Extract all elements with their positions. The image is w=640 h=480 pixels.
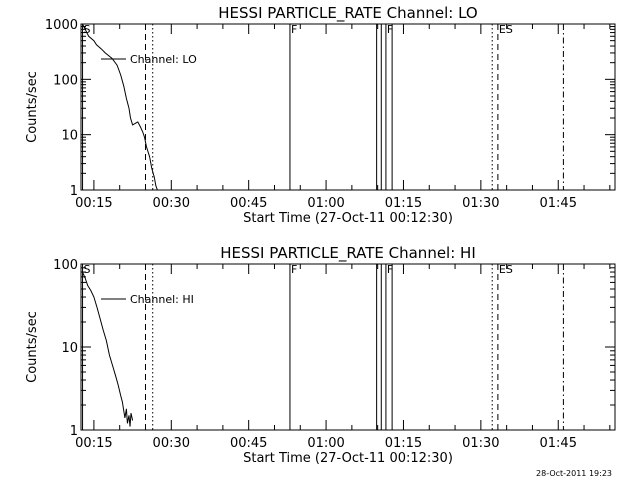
x-tick-label: 01:45 [540,436,577,451]
y-tick-label: 10 [61,129,78,144]
timestamp: 28-Oct-2011 19:23 [536,469,612,478]
event-marker-label: F [387,23,393,36]
y-tick-label: 1 [70,424,78,439]
plot-frame [80,263,616,431]
chart-title: HESSI PARTICLE_RATE Channel: HI [220,244,476,263]
x-tick-label: 00:15 [75,436,112,451]
event-marker-label: F [291,263,297,276]
x-tick-label: 00:30 [153,436,190,451]
data-series-line [82,271,134,427]
y-tick-label: 1000 [45,18,78,33]
x-tick-label: 01:15 [385,436,422,451]
event-marker-label: S [84,23,91,36]
y-tick-label: 100 [53,73,78,88]
chart-title: HESSI PARTICLE_RATE Channel: LO [218,4,477,23]
data-series-line [82,23,158,191]
event-marker-label: F [387,263,393,276]
y-tick-label: 1 [70,184,78,199]
event-marker-label: ES [499,23,513,36]
y-tick-label: 100 [53,258,78,273]
x-tick-label: 01:15 [385,196,422,211]
plot-frame [80,23,616,191]
event-marker-label: F [291,23,297,36]
x-tick-label: 00:45 [230,436,267,451]
event-marker-label: S [84,263,91,276]
x-tick-label: 01:45 [540,196,577,211]
x-tick-label: 01:00 [307,436,344,451]
y-axis-label: Counts/sec [25,311,40,383]
x-axis-label: Start Time (27-Oct-11 00:12:30) [243,451,453,466]
x-tick-label: 00:15 [75,196,112,211]
y-tick-label: 10 [61,341,78,356]
legend-label: Channel: LO [130,53,197,66]
x-tick-label: 01:00 [307,196,344,211]
legend-label: Channel: HI [130,293,194,306]
x-axis-label: Start Time (27-Oct-11 00:12:30) [243,211,453,226]
x-tick-label: 00:30 [153,196,190,211]
y-axis-label: Counts/sec [25,71,40,143]
x-tick-label: 01:30 [462,196,499,211]
x-tick-label: 01:30 [462,436,499,451]
event-marker-label: ES [499,263,513,276]
x-tick-label: 00:45 [230,196,267,211]
